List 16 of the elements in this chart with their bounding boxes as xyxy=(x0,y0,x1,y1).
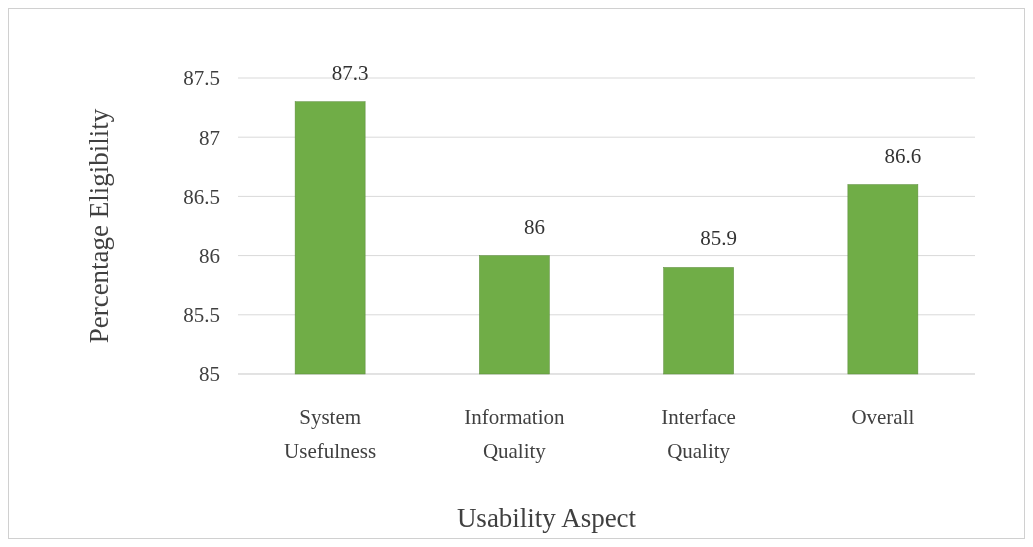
x-axis-title: Usability Aspect xyxy=(456,503,637,533)
x-tick-label: Interface Quality xyxy=(661,405,736,463)
y-axis-title: Percentage Eligibility xyxy=(84,108,114,344)
data-label: 87.3 xyxy=(331,60,369,85)
y-tick-label: 85.5 xyxy=(183,303,220,328)
data-label: 86 xyxy=(523,214,545,239)
x-tick-label: System Usefulness xyxy=(284,405,377,463)
y-tick-label: 87.5 xyxy=(183,66,220,91)
x-tick-label: Overall xyxy=(851,405,915,429)
y-tick-label: 85 xyxy=(199,362,220,387)
y-tick-label: 86.5 xyxy=(183,184,220,209)
y-tick-label: 86 xyxy=(199,243,220,268)
data-label: 85.9 xyxy=(700,226,737,251)
x-tick-label: Information Quality xyxy=(464,405,566,463)
y-tick-label: 87 xyxy=(199,125,220,150)
data-label: 86.6 xyxy=(884,143,922,168)
